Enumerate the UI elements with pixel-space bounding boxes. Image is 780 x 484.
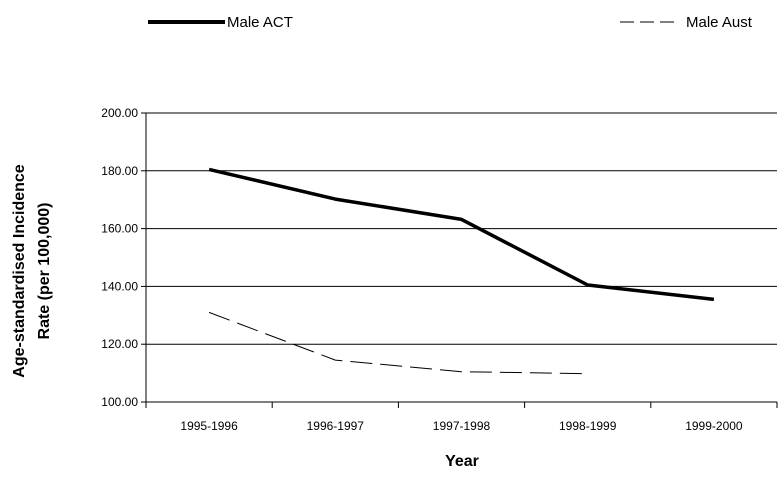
y-axis-ticks: 100.00 120.00 140.00 160.00 180.00 200.00 <box>101 106 146 409</box>
gridlines <box>146 112 777 345</box>
x-axis-ticks: 1995-1996 1996-1997 1997-1998 1998-1999 1999… <box>145 402 778 433</box>
series-line-male-act <box>208 167 715 302</box>
x-tick-label: 1999-2000 <box>685 419 743 433</box>
legend-label-male-aust: Male Aust <box>686 14 753 31</box>
legend: Male ACT Male Aust <box>148 14 753 31</box>
series-line-male-aust <box>208 311 588 375</box>
y-tick-label: 140.00 <box>101 279 138 293</box>
y-tick-label: 120.00 <box>101 337 138 351</box>
legend-label-male-act: Male ACT <box>227 14 293 31</box>
x-tick-label: 1997-1998 <box>433 419 491 433</box>
y-tick-label: 200.00 <box>101 106 138 120</box>
y-tick-label: 100.00 <box>101 395 138 409</box>
y-tick-label: 160.00 <box>101 222 138 236</box>
y-axis-title-line-1: Age-standardised Incidence <box>11 164 28 377</box>
x-tick-label: 1996-1997 <box>307 419 365 433</box>
y-axis-title: Age-standardised Incidence Rate (per 100… <box>11 164 53 377</box>
x-tick-label: 1995-1996 <box>180 419 238 433</box>
x-axis-title: Year <box>445 453 479 470</box>
series-lines <box>208 167 715 375</box>
x-tick-label: 1998-1999 <box>559 419 617 433</box>
plot-area <box>145 113 777 403</box>
y-axis-title-line-2: Rate (per 100,000) <box>36 203 53 340</box>
y-tick-label: 180.00 <box>101 164 138 178</box>
